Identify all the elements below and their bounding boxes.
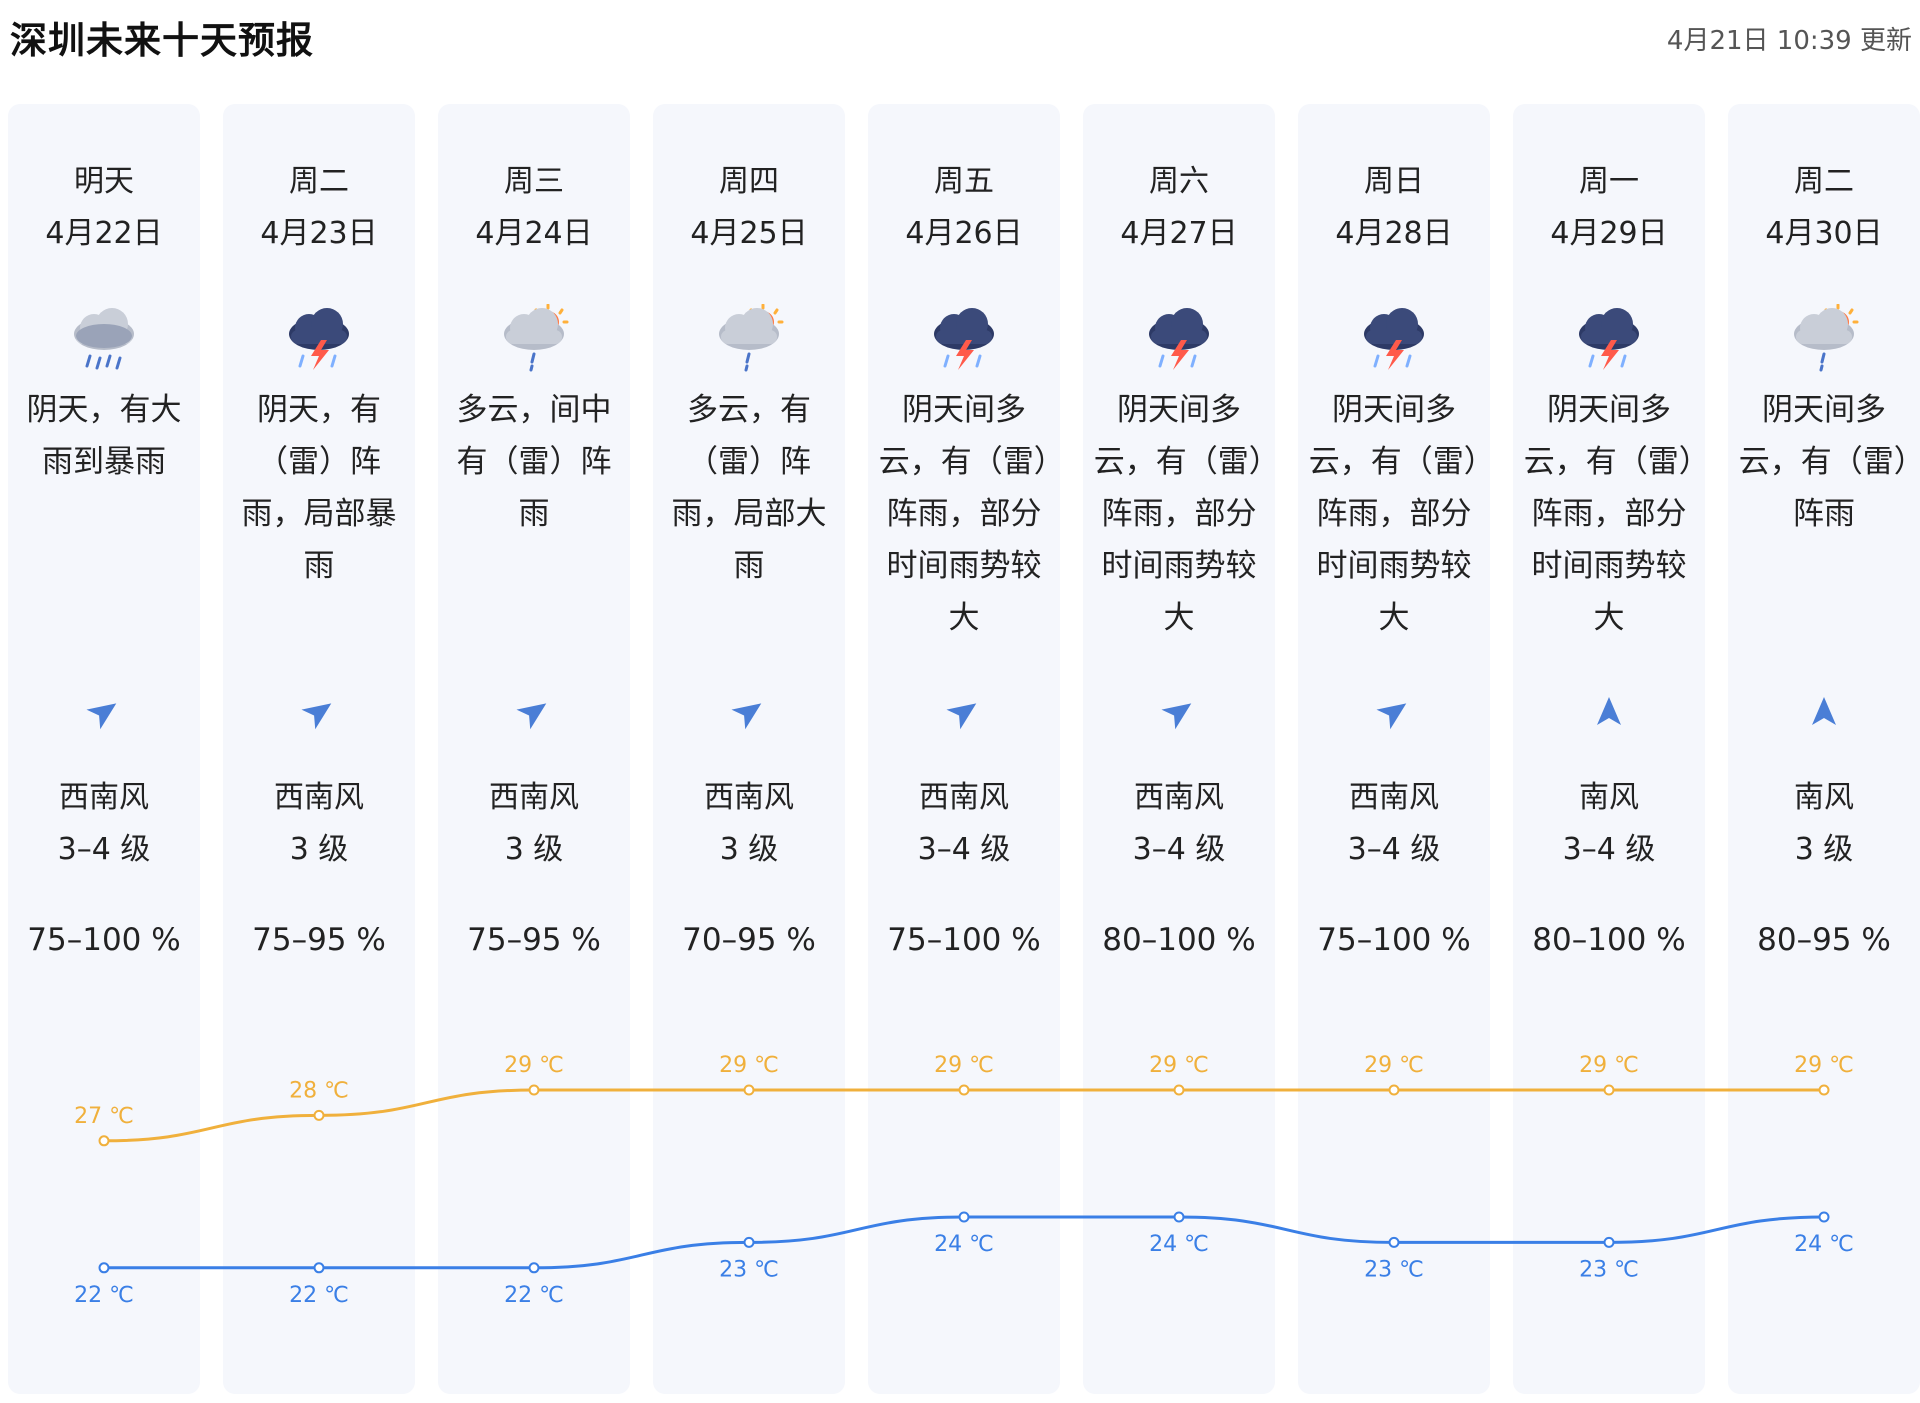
wind-level: 3–4 级 <box>57 832 151 867</box>
wind-direction-icon <box>301 694 337 730</box>
weather-description: 多云，有（雷）阵雨，局部大雨 <box>671 392 827 584</box>
weather-description: 阴天间多云，有（雷）阵雨，部分时间雨势较大 <box>878 392 1050 636</box>
wind-direction-label: 南风 <box>1794 780 1854 815</box>
humidity-range: 75–100 % <box>27 922 181 958</box>
thunderstorm-icon <box>1139 304 1219 376</box>
day-column: 周一 4月29日 阴天间多云，有（雷）阵雨，部分时间雨势较大 南风 3–4 级 80–… <box>1513 104 1705 1394</box>
sun-cloud-rain-icon <box>709 303 789 376</box>
wind-direction-label: 西南风 <box>489 780 579 815</box>
day-label: 周四 <box>719 164 779 199</box>
day-column: 周二 4月30日 阴天间多云，有（雷）阵雨 南风 3 级 80–95 % <box>1728 104 1920 1394</box>
humidity-range: 80–95 % <box>1757 922 1891 958</box>
thunderstorm-icon <box>924 304 1004 376</box>
forecast-columns: 明天 4月22日 阴天，有大雨到暴雨 西南风 3–4 级 75–100 % 周二 4月23… <box>0 104 1920 1394</box>
date-label: 4月23日 <box>260 216 378 251</box>
humidity-range: 80–100 % <box>1102 922 1256 958</box>
day-label: 周三 <box>504 164 564 199</box>
weather-description: 多云，间中有（雷）阵雨 <box>456 392 612 532</box>
date-label: 4月24日 <box>475 216 593 251</box>
sun-cloud-rain-icon <box>494 303 574 376</box>
humidity-range: 80–100 % <box>1532 922 1686 958</box>
wind-level: 3 级 <box>1794 832 1854 867</box>
wind-direction-icon <box>1806 694 1842 730</box>
day-column: 周五 4月26日 阴天间多云，有（雷）阵雨，部分时间雨势较大 西南风 3–4 级 75… <box>868 104 1060 1394</box>
wind-direction-label: 南风 <box>1579 780 1639 815</box>
humidity-range: 75–100 % <box>887 922 1041 958</box>
weather-description: 阴天，有（雷）阵雨，局部暴雨 <box>241 392 397 584</box>
day-column: 周三 4月24日 多云，间中有（雷）阵雨 西南风 3 级 75–95 % <box>438 104 630 1394</box>
day-column: 周六 4月27日 阴天间多云，有（雷）阵雨，部分时间雨势较大 西南风 3–4 级 80… <box>1083 104 1275 1394</box>
wind-level: 3–4 级 <box>917 832 1011 867</box>
date-label: 4月29日 <box>1550 216 1668 251</box>
weather-description: 阴天间多云，有（雷）阵雨，部分时间雨势较大 <box>1093 392 1265 636</box>
header: 深圳未来十天预报 4月21日 10:39 更新 <box>0 0 1920 80</box>
page-title: 深圳未来十天预报 <box>10 19 314 62</box>
day-label: 明天 <box>74 164 134 199</box>
humidity-range: 75–95 % <box>467 922 601 958</box>
thunderstorm-icon <box>1354 304 1434 376</box>
wind-direction-label: 西南风 <box>704 780 794 815</box>
wind-level: 3 级 <box>289 832 349 867</box>
day-label: 周日 <box>1364 164 1424 199</box>
wind-direction-label: 西南风 <box>274 780 364 815</box>
wind-direction-icon <box>1161 694 1197 730</box>
rain-cloud-icon <box>64 304 144 376</box>
wind-direction-icon <box>946 694 982 730</box>
humidity-range: 70–95 % <box>682 922 816 958</box>
day-label: 周六 <box>1149 164 1209 199</box>
wind-direction-label: 西南风 <box>919 780 1009 815</box>
thunderstorm-icon <box>279 304 359 376</box>
sun-cloud-rain-icon <box>1784 303 1864 376</box>
wind-direction-label: 西南风 <box>59 780 149 815</box>
day-column: 周二 4月23日 阴天，有（雷）阵雨，局部暴雨 西南风 3 级 75–95 % <box>223 104 415 1394</box>
wind-direction-icon <box>1376 694 1412 730</box>
wind-direction-icon <box>516 694 552 730</box>
day-label: 周五 <box>934 164 994 199</box>
wind-level: 3 级 <box>719 832 779 867</box>
wind-level: 3–4 级 <box>1132 832 1226 867</box>
weather-description: 阴天间多云，有（雷）阵雨 <box>1738 392 1910 532</box>
weather-description: 阴天间多云，有（雷）阵雨，部分时间雨势较大 <box>1308 392 1480 636</box>
wind-direction-label: 西南风 <box>1134 780 1224 815</box>
day-label: 周一 <box>1579 164 1639 199</box>
day-column: 周日 4月28日 阴天间多云，有（雷）阵雨，部分时间雨势较大 西南风 3–4 级 75… <box>1298 104 1490 1394</box>
weather-description: 阴天，有大雨到暴雨 <box>26 392 182 480</box>
weather-description: 阴天间多云，有（雷）阵雨，部分时间雨势较大 <box>1523 392 1695 636</box>
thunderstorm-icon <box>1569 304 1649 376</box>
date-label: 4月30日 <box>1765 216 1883 251</box>
wind-level: 3–4 级 <box>1347 832 1441 867</box>
wind-direction-icon <box>86 694 122 730</box>
date-label: 4月28日 <box>1335 216 1453 251</box>
humidity-range: 75–95 % <box>252 922 386 958</box>
update-time: 4月21日 10:39 更新 <box>1666 26 1912 56</box>
date-label: 4月22日 <box>45 216 163 251</box>
wind-level: 3–4 级 <box>1562 832 1656 867</box>
day-column: 周四 4月25日 多云，有（雷）阵雨，局部大雨 西南风 3 级 70–95 % <box>653 104 845 1394</box>
date-label: 4月25日 <box>690 216 808 251</box>
wind-direction-label: 西南风 <box>1349 780 1439 815</box>
wind-level: 3 级 <box>504 832 564 867</box>
date-label: 4月27日 <box>1120 216 1238 251</box>
day-label: 周二 <box>1794 164 1854 199</box>
wind-direction-icon <box>1591 694 1627 730</box>
wind-direction-icon <box>731 694 767 730</box>
day-column: 明天 4月22日 阴天，有大雨到暴雨 西南风 3–4 级 75–100 % <box>8 104 200 1394</box>
humidity-range: 75–100 % <box>1317 922 1471 958</box>
day-label: 周二 <box>289 164 349 199</box>
date-label: 4月26日 <box>905 216 1023 251</box>
